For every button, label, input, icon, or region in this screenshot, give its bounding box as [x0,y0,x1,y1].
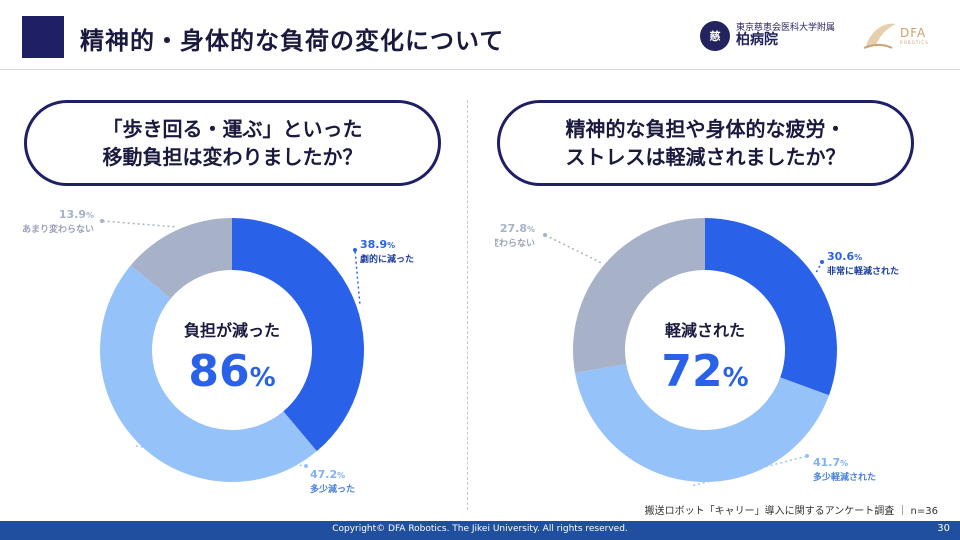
donut-chart-right-svg: 30.6% 非常に軽減された 41.7% 多少軽減された 27.8% あまり変わらない軽減… [495,218,899,487]
question-left: 「歩き回る・運ぶ」といった 移動負担は変わりましたか？ [24,100,441,186]
question-left-line1: 「歩き回る・運ぶ」といった [102,117,363,141]
donut-center-number: 72 [661,346,722,397]
donut-chart-left: 38.9% 劇的に減った 47.2% 多少減った 13.9% あまり変わらない負担が減った… [22,200,442,500]
header: 精神的・身体的な負荷の変化について 慈 東京慈恵会医科大学附属 柏病院 DFA … [0,0,960,70]
copyright-text: Copyright© DFA Robotics. The Jikei Unive… [332,524,628,534]
leader-dot-1 [353,248,357,252]
question-right-text: 精神的な負担や身体的な疲労・ ストレスは軽減されましたか？ [566,115,846,171]
leader-line-1 [354,249,361,304]
slice-value-number-2: 41.7 [813,456,840,469]
donut-center-unit: % [723,363,749,393]
donut-center-value: 86% [188,346,275,397]
footer-bar: Copyright© DFA Robotics. The Jikei Unive… [0,521,960,540]
donut-center-value: 72% [661,346,748,397]
slice-value-percent-3: % [527,225,535,234]
slice-value-label-1: 30.6% [827,250,862,263]
donut-slice-3 [573,218,705,373]
slice-category-label-1: 非常に軽減された [827,265,899,277]
question-left-text: 「歩き回る・運ぶ」といった 移動負担は変わりましたか？ [103,115,363,171]
donut-center-label: 負担が減った [184,321,280,340]
leader-line-1 [815,261,823,273]
leader-line-3 [544,234,602,264]
slice-value-label-2: 47.2% [310,468,345,481]
dfa-logo-sub: ROBOTICS [900,40,929,45]
title-accent-square [22,16,64,58]
slice-value-number-1: 38.9 [360,238,387,251]
slice-value-percent-1: % [854,253,862,262]
leader-dot-3 [100,219,104,223]
slice-value-percent-2: % [337,471,345,480]
jikei-logo: 慈 東京慈恵会医科大学附属 柏病院 [700,20,835,52]
donut-center-number: 86 [188,346,249,397]
slice-value-percent-2: % [840,459,848,468]
slice-value-number-3: 13.9 [59,208,86,221]
slice-value-number-2: 47.2 [310,468,337,481]
leader-dot-1 [820,260,824,264]
slice-category-label-2: 多少軽減された [813,471,876,483]
leader-dot-3 [543,233,547,237]
jikei-logo-line1: 東京慈恵会医科大学附属 [736,22,836,33]
donut-slice-2 [100,265,317,482]
slice-value-percent-1: % [387,241,395,250]
jikei-emblem-text: 慈 [709,30,721,43]
slice-category-label-1: 劇的に減った [360,253,414,265]
question-left-line2: 移動負担は変わりましたか？ [102,145,363,169]
slice-category-label-3: あまり変わらない [495,237,535,249]
question-right-line1: 精神的な負担や身体的な疲労・ [565,117,846,141]
donut-slice-3 [130,218,232,299]
dfa-mark-icon [863,23,896,49]
question-right-line2: ストレスは軽減されましたか？ [565,145,846,169]
leader-dot-2 [805,454,809,458]
slice-value-label-1: 38.9% [360,238,395,251]
dfa-logo-text: DFA ROBOTICS [900,27,929,45]
jikei-logo-line2: 柏病院 [736,32,778,49]
page-number: 30 [937,523,950,534]
leader-line-2 [135,445,307,467]
leader-line-3 [101,220,175,228]
dfa-logo: DFA ROBOTICS [862,20,929,52]
header-divider [0,69,960,70]
page-title: 精神的・身体的な負荷の変化について [80,27,505,55]
donut-center-label: 軽減された [665,321,745,340]
slice-value-label-3: 13.9% [59,208,94,221]
slice-value-number-1: 30.6 [827,250,854,263]
jikei-logo-text: 東京慈恵会医科大学附属 柏病院 [736,22,836,49]
leader-dot-2 [304,464,308,468]
slice-value-label-2: 41.7% [813,456,848,469]
slice-value-number-3: 27.8 [500,222,527,235]
slice-value-label-3: 27.8% [500,222,535,235]
dfa-logo-name: DFA [900,26,927,40]
slice-category-label-3: あまり変わらない [22,223,94,235]
jikei-emblem-icon: 慈 [700,21,730,51]
donut-slice-2 [574,363,829,482]
donut-chart-right: 30.6% 非常に軽減された 41.7% 多少軽減された 27.8% あまり変わらない軽減… [495,200,915,500]
donut-center-unit: % [250,363,276,393]
slice-category-label-2: 多少減った [310,483,355,495]
slice-value-percent-3: % [86,211,94,220]
survey-footnote: 搬送ロボット「キャリー」導入に関するアンケート調査 ｜ n=36 [644,506,938,517]
donut-slice-1 [705,218,837,396]
donut-chart-left-svg: 38.9% 劇的に減った 47.2% 多少減った 13.9% あまり変わらない負担が減った… [22,208,414,495]
donut-slice-1 [232,218,364,452]
question-right: 精神的な負担や身体的な疲労・ ストレスは軽減されましたか？ [497,100,914,186]
center-divider [467,100,468,510]
